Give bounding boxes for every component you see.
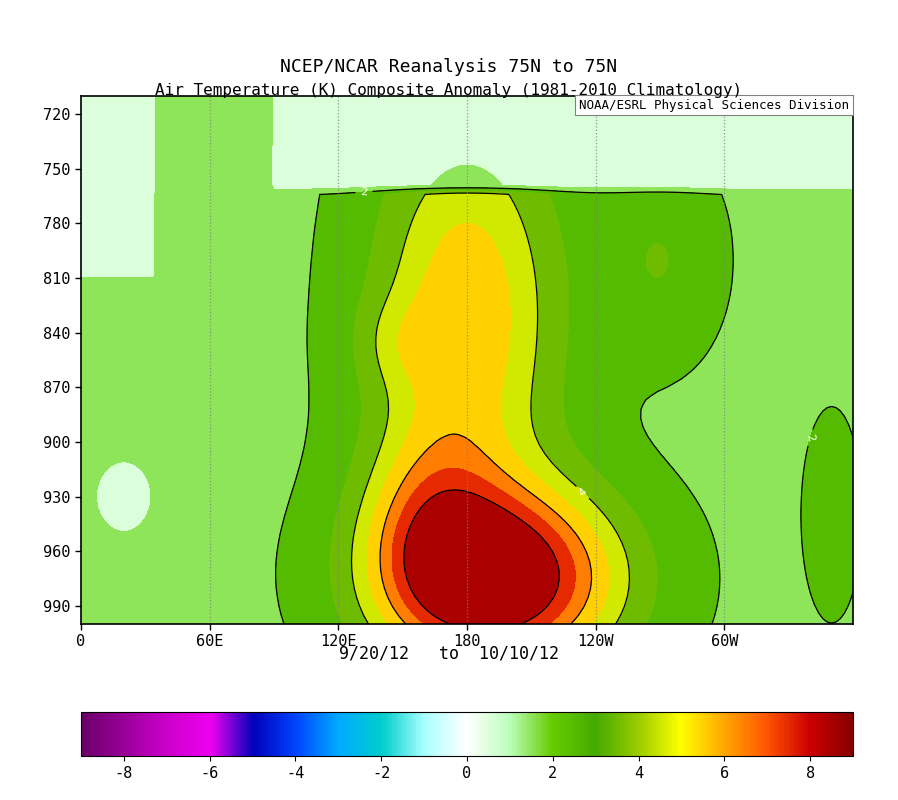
Text: 2: 2: [805, 433, 816, 442]
Text: Air Temperature (K) Composite Anomaly (1981-2010 Climatology): Air Temperature (K) Composite Anomaly (1…: [155, 82, 743, 98]
Text: NOAA/ESRL Physical Sciences Division: NOAA/ESRL Physical Sciences Division: [579, 98, 850, 112]
Text: NCEP/NCAR Reanalysis 75N to 75N: NCEP/NCAR Reanalysis 75N to 75N: [280, 58, 618, 76]
Text: 9/20/12   to  10/10/12: 9/20/12 to 10/10/12: [339, 644, 559, 662]
Text: 4: 4: [577, 486, 589, 498]
Text: 2: 2: [360, 186, 368, 197]
